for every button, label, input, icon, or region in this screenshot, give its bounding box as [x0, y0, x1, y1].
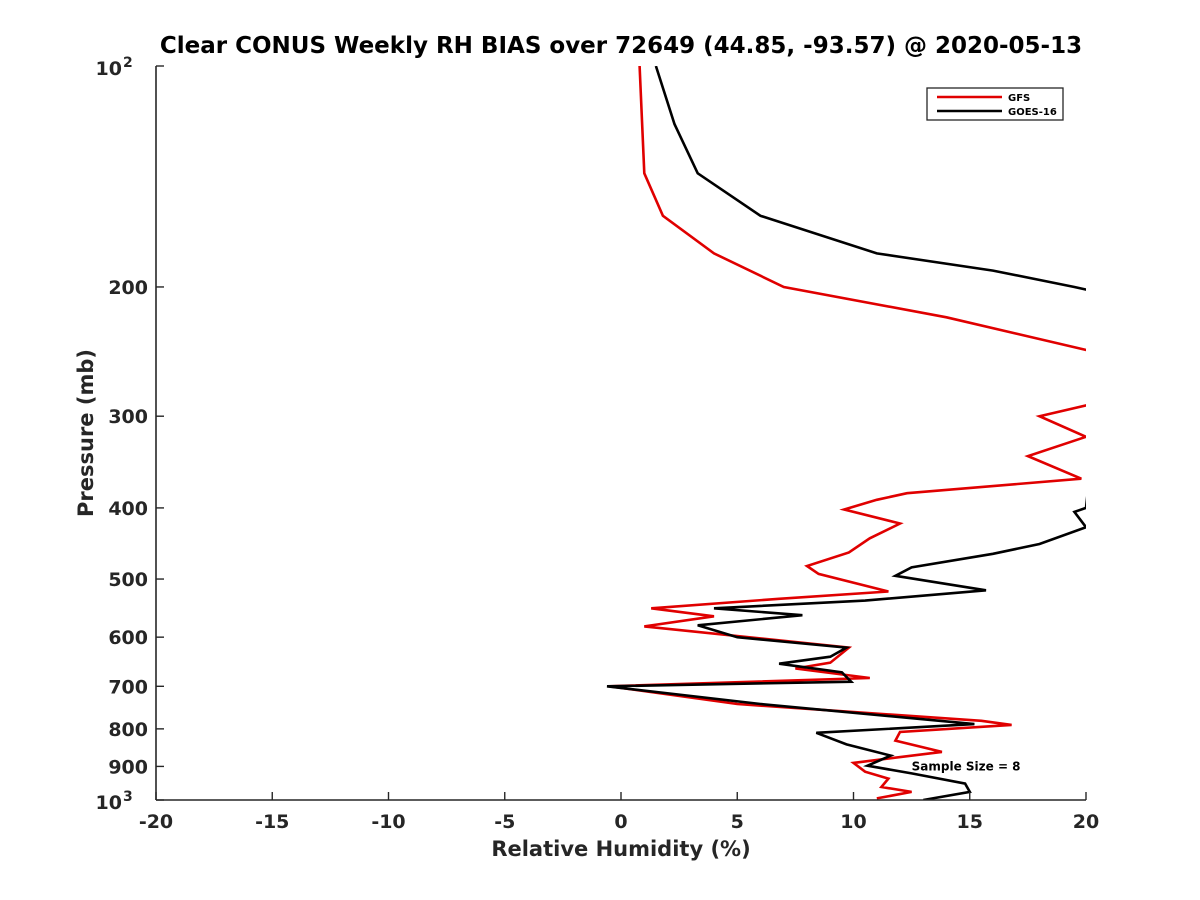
legend-label-goes16: GOES-16 [1008, 107, 1057, 118]
legend-label-gfs: GFS [1008, 93, 1030, 104]
series-line-goes-16 [606, 66, 1086, 800]
y-tick-label: 700 [108, 676, 148, 698]
y-tick-label: 400 [108, 498, 148, 520]
x-tick-label: -10 [371, 811, 405, 833]
x-axis-label: Relative Humidity (%) [491, 837, 750, 861]
y-tick-exponent: 3 [123, 789, 133, 805]
y-tick-label: 200 [108, 277, 148, 299]
chart-title: Clear CONUS Weekly RH BIAS over 72649 (4… [160, 33, 1082, 59]
y-tick-exponent: 2 [123, 55, 133, 71]
y-tick-label: 300 [108, 406, 148, 428]
x-axis-ticks: -20 -15 -10 -5 0 5 10 15 20 [139, 792, 1099, 833]
y-tick-label: 800 [108, 719, 148, 741]
x-tick-label: -15 [255, 811, 289, 833]
y-tick-label: 900 [108, 756, 148, 778]
x-tick-label: 0 [614, 811, 627, 833]
x-tick-label: -5 [494, 811, 515, 833]
y-tick-label: 10 [96, 58, 122, 80]
series-layer [606, 66, 1086, 800]
sample-size-annotation: Sample Size = 8 [912, 759, 1021, 773]
legend-box [926, 87, 1064, 121]
y-tick-label: 600 [108, 627, 148, 649]
y-axis-label: Pressure (mb) [74, 349, 98, 517]
plot-area: -20 -15 -10 -5 0 5 10 15 20 10 220030040050060070… [96, 55, 1100, 833]
x-tick-label: 5 [731, 811, 744, 833]
y-tick-label: 10 [96, 792, 122, 814]
series-line-gfs [609, 66, 1086, 800]
x-tick-label: 10 [840, 811, 866, 833]
x-tick-label: 15 [957, 811, 983, 833]
x-tick-label: 20 [1073, 811, 1099, 833]
x-tick-label: -20 [139, 811, 173, 833]
y-tick-label: 500 [108, 569, 148, 591]
legend: GFS GOES-16 [926, 87, 1064, 121]
